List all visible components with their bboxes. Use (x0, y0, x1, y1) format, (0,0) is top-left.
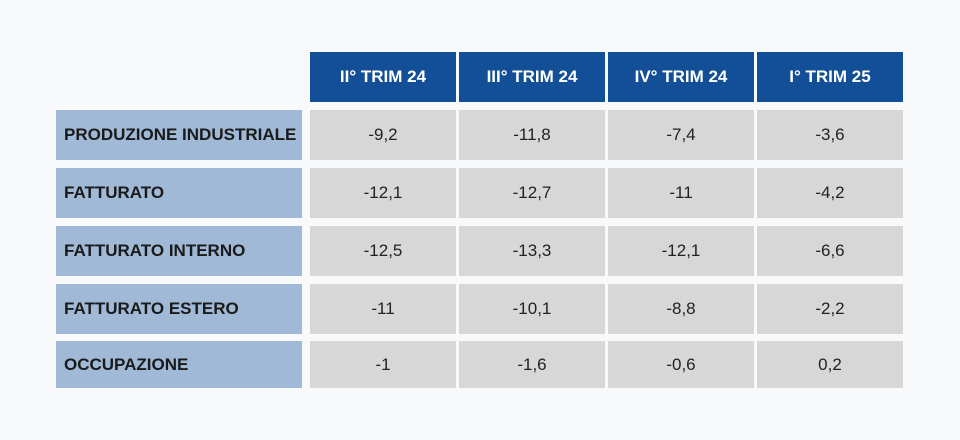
row-label: FATTURATO ESTERO (56, 284, 302, 334)
table-cell: -11 (608, 168, 754, 218)
table-cell: 0,2 (757, 341, 903, 388)
table-cell: -12,5 (310, 226, 456, 276)
table-cell: -8,8 (608, 284, 754, 334)
table-cell: -1,6 (459, 341, 605, 388)
table-cell: -9,2 (310, 110, 456, 160)
table-cell: -12,1 (310, 168, 456, 218)
column-header: I° TRIM 25 (757, 52, 903, 102)
column-header: IV° TRIM 24 (608, 52, 754, 102)
table-cell: -4,2 (757, 168, 903, 218)
table-cell: -0,6 (608, 341, 754, 388)
row-label: FATTURATO (56, 168, 302, 218)
table-cell: -7,4 (608, 110, 754, 160)
row-label: FATTURATO INTERNO (56, 226, 302, 276)
table-cell: -11,8 (459, 110, 605, 160)
table-cell: -10,1 (459, 284, 605, 334)
table-cell: -6,6 (757, 226, 903, 276)
column-header: II° TRIM 24 (310, 52, 456, 102)
table-cell: -11 (310, 284, 456, 334)
table-cell: -2,2 (757, 284, 903, 334)
table-cell: -12,1 (608, 226, 754, 276)
table-cell: -13,3 (459, 226, 605, 276)
table-cell: -12,7 (459, 168, 605, 218)
row-label: PRODUZIONE INDUSTRIALE (56, 110, 302, 160)
table-cell: -1 (310, 341, 456, 388)
column-header: III° TRIM 24 (459, 52, 605, 102)
table-cell: -3,6 (757, 110, 903, 160)
row-label: OCCUPAZIONE (56, 341, 302, 388)
